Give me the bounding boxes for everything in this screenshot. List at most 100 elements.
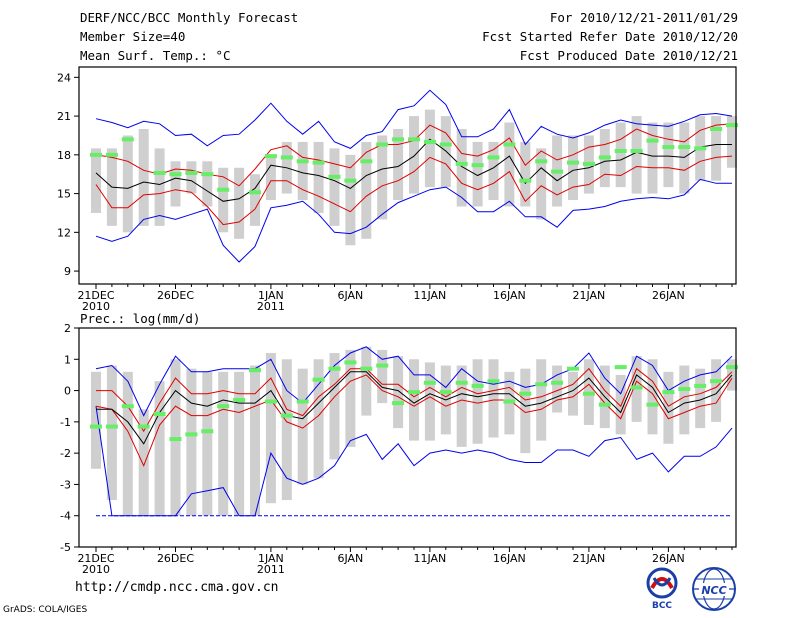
spread-box <box>504 122 515 207</box>
observation-mark <box>582 161 595 166</box>
spread-box <box>393 356 404 429</box>
x-tick-label: 6JAN <box>337 552 363 565</box>
observation-mark <box>121 137 134 142</box>
observation-mark <box>344 178 357 183</box>
x-tick-label: 26JAN <box>652 552 685 565</box>
observation-mark <box>217 404 230 409</box>
ncc-logo: NCC <box>692 567 736 611</box>
observation-mark <box>455 161 468 166</box>
observation-mark <box>519 178 532 183</box>
source-url[interactable]: http://cmdp.ncc.cma.gov.cn <box>75 580 279 595</box>
observation-mark <box>710 379 723 384</box>
observation-mark <box>376 363 389 368</box>
y-tick-label: -4 <box>60 510 71 523</box>
spread-box <box>679 365 690 435</box>
observation-mark <box>487 155 500 160</box>
observation-mark <box>121 404 134 409</box>
observation-mark <box>582 391 595 396</box>
x-tick-label: 26DEC <box>157 289 194 302</box>
plot-frame <box>78 66 737 285</box>
spread-box <box>488 359 499 438</box>
spread-box <box>154 148 165 226</box>
y-tick-label: 21 <box>57 110 71 123</box>
y-tick-label: 15 <box>57 188 71 201</box>
y-tick-label: -3 <box>60 478 71 491</box>
observation-mark <box>471 163 484 168</box>
observation-mark <box>423 380 436 385</box>
spread-box <box>202 161 213 207</box>
panel-title: Prec.: log(mm/d) <box>80 311 200 326</box>
max-line <box>95 89 733 149</box>
ensemble-mean-line <box>95 138 732 202</box>
observation-mark <box>185 170 198 175</box>
y-tick-label: 1 <box>64 353 71 366</box>
spread-box <box>472 359 483 444</box>
spread-box <box>329 353 340 460</box>
spread-box <box>345 349 356 447</box>
observation-mark <box>503 142 516 147</box>
observation-mark <box>264 154 277 159</box>
spread-box <box>122 371 133 516</box>
x-tick-sublabel: 2011 <box>257 563 285 576</box>
observation-mark <box>710 127 723 131</box>
spread-box <box>727 116 737 168</box>
x-tick-label: 11JAN <box>413 289 446 302</box>
spread-box <box>711 359 722 422</box>
spread-box <box>568 371 578 416</box>
spread-box <box>631 116 642 194</box>
observation-mark <box>280 413 293 418</box>
spread-box <box>424 109 435 188</box>
observation-mark <box>392 137 405 142</box>
observation-mark <box>439 390 452 395</box>
spread-box <box>361 346 372 416</box>
observation-mark <box>535 159 548 164</box>
y-tick-label: 24 <box>57 71 71 84</box>
observation-mark <box>280 155 293 160</box>
y-tick-label: -2 <box>60 447 71 460</box>
observation-mark <box>153 412 166 417</box>
spread-box <box>250 174 260 226</box>
observation-mark <box>90 152 102 157</box>
y-tick-label: 18 <box>57 149 71 162</box>
observation-mark <box>726 365 738 370</box>
observation-mark <box>614 365 627 370</box>
spread-box <box>536 148 547 220</box>
spread-box <box>186 161 197 194</box>
observation-mark <box>694 383 707 388</box>
observation-mark <box>503 399 516 404</box>
observation-mark <box>567 160 579 165</box>
observation-mark <box>423 139 436 144</box>
observation-mark <box>185 432 198 437</box>
observation-mark <box>392 401 405 406</box>
y-tick-label: -5 <box>60 541 71 554</box>
observation-mark <box>169 437 182 442</box>
spread-box <box>377 135 388 220</box>
observation-mark <box>598 402 611 407</box>
x-tick-label: 1JAN <box>258 289 284 302</box>
observation-mark <box>471 383 484 388</box>
x-tick-label: 21DEC <box>77 552 114 565</box>
observation-mark <box>169 172 182 177</box>
forecast-period: For 2010/12/21-2011/01/29 <box>549 10 738 25</box>
ncc-logo-text: NCC <box>701 584 726 597</box>
x-tick-label: 26DEC <box>157 552 194 565</box>
observation-mark <box>567 366 579 371</box>
x-tick-label: 21JAN <box>572 289 605 302</box>
spread-box <box>170 161 181 207</box>
observation-mark <box>376 142 389 147</box>
spread-box <box>313 141 324 213</box>
spread-box <box>313 359 324 479</box>
min-line <box>95 406 733 517</box>
min-line <box>95 178 732 263</box>
upper-line <box>96 367 733 433</box>
y-tick-label: -1 <box>60 416 71 429</box>
observation-mark <box>551 380 564 385</box>
observation-mark <box>153 170 166 175</box>
x-tick-label: 21JAN <box>572 552 605 565</box>
bcc-logo: BCC <box>646 567 678 610</box>
variable-label: Mean Surf. Temp.: °C <box>80 48 231 63</box>
spread-box <box>647 359 658 435</box>
observation-mark <box>408 137 420 142</box>
